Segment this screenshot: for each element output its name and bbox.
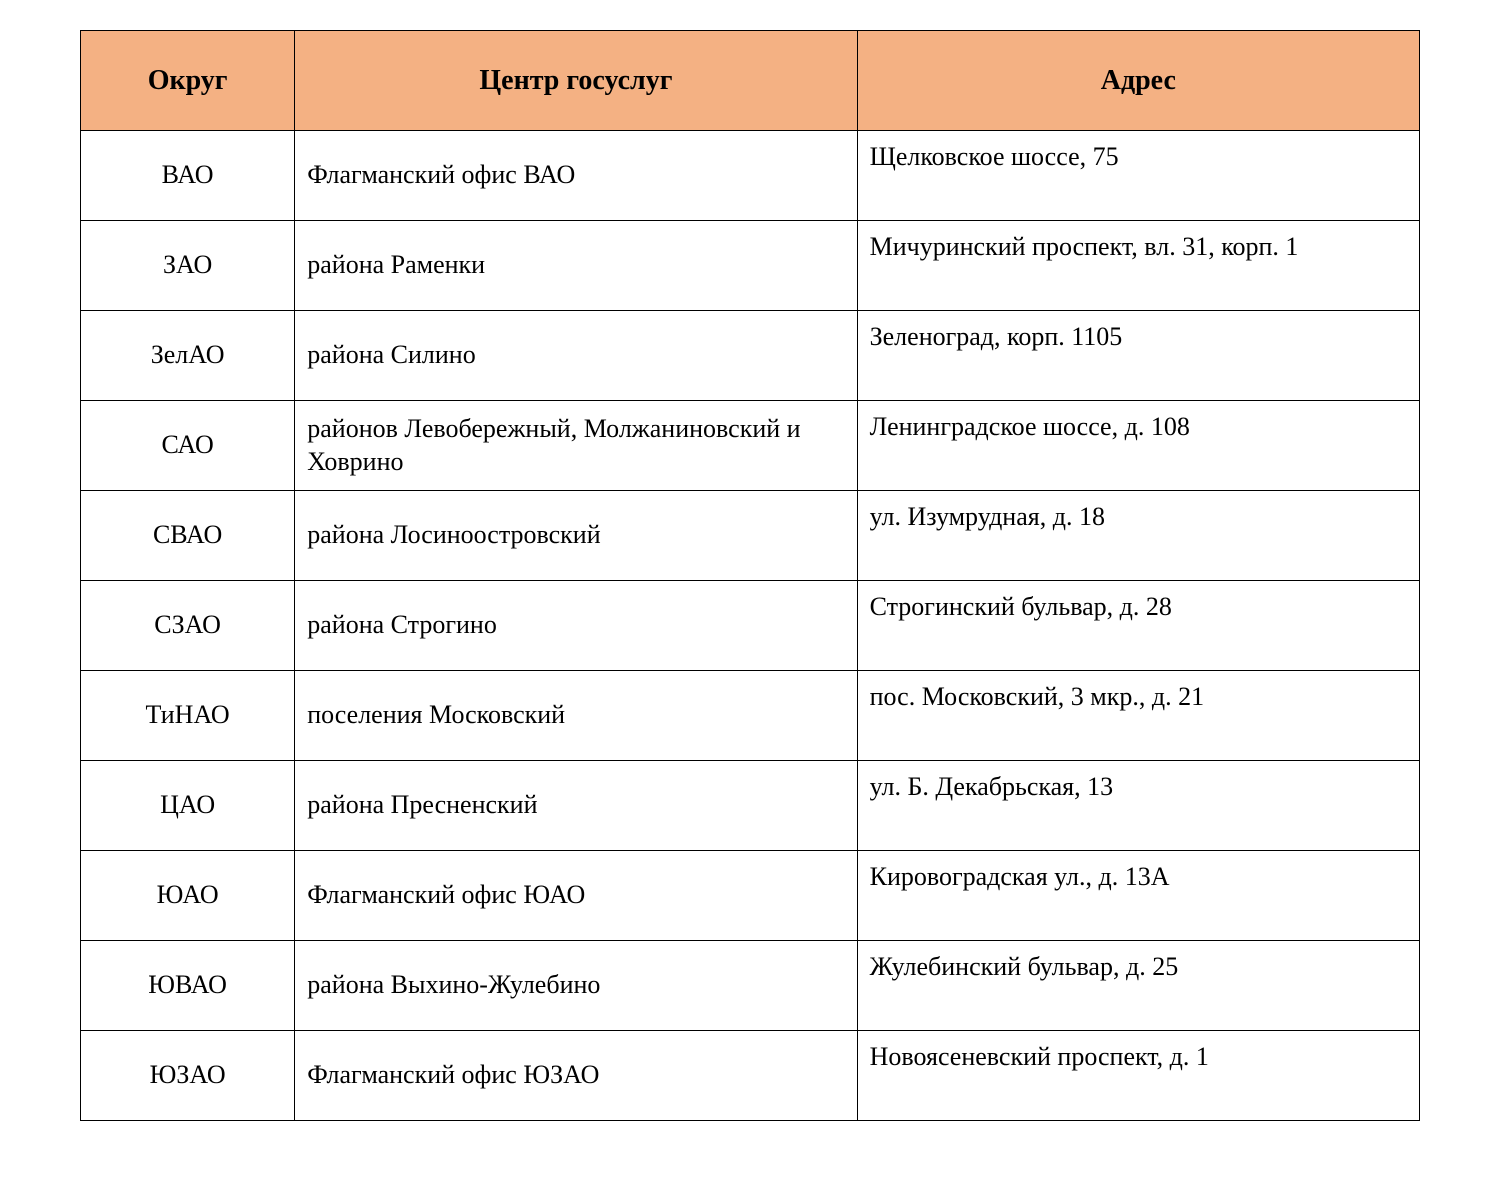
cell-address: Строгинский бульвар, д. 28 [857, 581, 1419, 671]
header-center: Центр госуслуг [295, 31, 857, 131]
cell-district: ЗелАО [81, 311, 295, 401]
cell-district: СВАО [81, 491, 295, 581]
cell-district: СЗАО [81, 581, 295, 671]
table-row: ЦАО района Пресненский ул. Б. Декабрьска… [81, 761, 1420, 851]
cell-district: ТиНАО [81, 671, 295, 761]
cell-address: ул. Изумрудная, д. 18 [857, 491, 1419, 581]
table-row: САО районов Левобережный, Молжаниновский… [81, 401, 1420, 491]
table-row: ЮЗАО Флагманский офис ЮЗАО Новоясеневски… [81, 1031, 1420, 1121]
table-row: ЮАО Флагманский офис ЮАО Кировоградская … [81, 851, 1420, 941]
table-row: СВАО района Лосиноостровский ул. Изумруд… [81, 491, 1420, 581]
cell-district: ЮАО [81, 851, 295, 941]
cell-address: Мичуринский проспект, вл. 31, корп. 1 [857, 221, 1419, 311]
cell-address: пос. Московский, 3 мкр., д. 21 [857, 671, 1419, 761]
cell-district: ЮВАО [81, 941, 295, 1031]
table-body: ВАО Флагманский офис ВАО Щелковское шосс… [81, 131, 1420, 1121]
table-row: ВАО Флагманский офис ВАО Щелковское шосс… [81, 131, 1420, 221]
cell-district: ЦАО [81, 761, 295, 851]
cell-address: ул. Б. Декабрьская, 13 [857, 761, 1419, 851]
table-header-row: Округ Центр госуслуг Адрес [81, 31, 1420, 131]
cell-address: Ленинградское шоссе, д. 108 [857, 401, 1419, 491]
table-row: ТиНАО поселения Московский пос. Московск… [81, 671, 1420, 761]
cell-address: Кировоградская ул., д. 13А [857, 851, 1419, 941]
cell-address: Жулебинский бульвар, д. 25 [857, 941, 1419, 1031]
cell-address: Зеленоград, корп. 1105 [857, 311, 1419, 401]
table-row: ЗелАО района Силино Зеленоград, корп. 11… [81, 311, 1420, 401]
cell-center: района Выхино-Жулебино [295, 941, 857, 1031]
cell-address: Щелковское шоссе, 75 [857, 131, 1419, 221]
gov-services-table: Округ Центр госуслуг Адрес ВАО Флагманск… [80, 30, 1420, 1121]
cell-center: района Лосиноостровский [295, 491, 857, 581]
table-header: Округ Центр госуслуг Адрес [81, 31, 1420, 131]
cell-district: ЗАО [81, 221, 295, 311]
cell-center: района Пресненский [295, 761, 857, 851]
header-address: Адрес [857, 31, 1419, 131]
cell-center: района Раменки [295, 221, 857, 311]
cell-center: районов Левобережный, Молжаниновский и Х… [295, 401, 857, 491]
cell-district: ВАО [81, 131, 295, 221]
cell-center: района Строгино [295, 581, 857, 671]
header-district: Округ [81, 31, 295, 131]
table-row: ЗАО района Раменки Мичуринский проспект,… [81, 221, 1420, 311]
cell-center: Флагманский офис ВАО [295, 131, 857, 221]
table-row: СЗАО района Строгино Строгинский бульвар… [81, 581, 1420, 671]
cell-district: ЮЗАО [81, 1031, 295, 1121]
cell-center: поселения Московский [295, 671, 857, 761]
cell-address: Новоясеневский проспект, д. 1 [857, 1031, 1419, 1121]
cell-center: Флагманский офис ЮАО [295, 851, 857, 941]
cell-district: САО [81, 401, 295, 491]
cell-center: Флагманский офис ЮЗАО [295, 1031, 857, 1121]
table-row: ЮВАО района Выхино-Жулебино Жулебинский … [81, 941, 1420, 1031]
cell-center: района Силино [295, 311, 857, 401]
